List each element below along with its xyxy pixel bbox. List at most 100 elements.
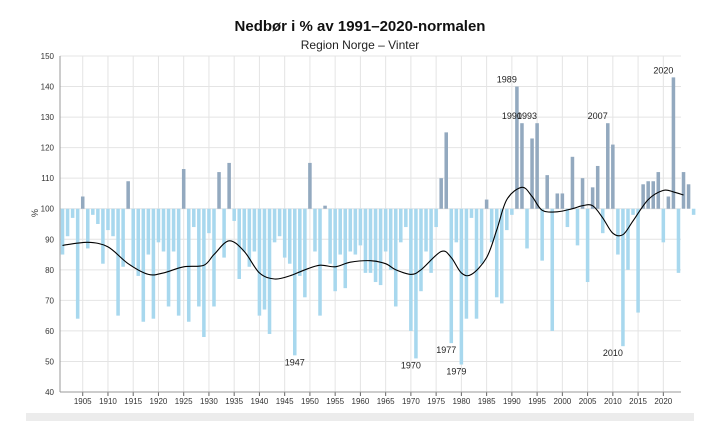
bar xyxy=(489,208,494,243)
x-tick-label: 1925 xyxy=(175,397,193,406)
bar xyxy=(419,208,423,292)
annotation-label: 1993 xyxy=(517,111,537,121)
bar xyxy=(207,208,211,234)
bar xyxy=(414,208,418,359)
x-tick-label: 1975 xyxy=(427,397,445,406)
trend-line xyxy=(62,186,684,280)
x-tick-label: 1970 xyxy=(402,397,420,406)
bar xyxy=(555,193,560,209)
bar xyxy=(545,175,549,209)
bar xyxy=(222,208,226,258)
bar xyxy=(500,208,504,304)
bar xyxy=(70,208,75,218)
bar xyxy=(424,208,428,252)
bar xyxy=(383,208,388,252)
bar xyxy=(399,208,403,243)
bar xyxy=(293,208,297,356)
bar xyxy=(308,162,312,209)
bar xyxy=(217,172,221,209)
bar xyxy=(212,208,216,307)
bar xyxy=(590,187,595,209)
x-tick-label: 2020 xyxy=(654,397,672,406)
bar xyxy=(616,208,620,255)
bar xyxy=(474,208,479,319)
bar xyxy=(287,208,292,264)
bar xyxy=(691,208,696,215)
bar xyxy=(338,208,342,255)
bar xyxy=(530,138,534,209)
bar xyxy=(686,184,691,209)
bar xyxy=(393,208,398,307)
annotation-label: 1989 xyxy=(497,75,517,85)
annotation-label: 1970 xyxy=(401,360,421,370)
x-tick-label: 2015 xyxy=(629,397,647,406)
bar xyxy=(267,208,272,334)
x-tick-label: 1915 xyxy=(124,397,142,406)
y-tick-label: 40 xyxy=(45,388,54,397)
bar xyxy=(479,208,484,264)
bar xyxy=(510,208,514,215)
x-tick-label: 1940 xyxy=(251,397,269,406)
bar xyxy=(91,208,95,215)
bar xyxy=(626,208,630,270)
bar xyxy=(353,208,358,255)
bar xyxy=(328,208,332,264)
bar xyxy=(333,208,337,292)
bar xyxy=(151,208,156,319)
y-tick-label: 130 xyxy=(41,113,55,122)
bar xyxy=(181,169,186,209)
bar xyxy=(525,208,529,249)
bar xyxy=(237,208,241,279)
bar xyxy=(656,172,661,209)
bar xyxy=(232,208,236,221)
bar xyxy=(121,208,125,267)
bar xyxy=(282,208,287,258)
x-tick-label: 1995 xyxy=(528,397,546,406)
bar xyxy=(373,208,378,283)
bar xyxy=(202,208,206,338)
bar xyxy=(262,208,267,310)
y-tick-label: 100 xyxy=(41,205,55,214)
bar xyxy=(303,208,307,298)
bar xyxy=(136,208,141,276)
chart-subtitle: Region Norge – Vinter xyxy=(300,38,420,52)
bar xyxy=(111,208,115,237)
annotation-label: 1990 xyxy=(502,111,522,121)
bar xyxy=(171,208,176,252)
annotation-label: 1979 xyxy=(446,367,466,377)
bars xyxy=(60,77,696,365)
bar xyxy=(318,208,322,316)
axes: 40 50 60 70 80 90 100 110 120 130 140 150 1905 1910 19… xyxy=(41,52,681,406)
bar xyxy=(358,208,363,246)
bar xyxy=(75,208,80,319)
x-tick-label: 2005 xyxy=(579,397,597,406)
bar xyxy=(666,196,671,209)
annotation-label: 2007 xyxy=(588,111,608,121)
x-tick-label: 1920 xyxy=(150,397,168,406)
x-tick-label: 1955 xyxy=(326,397,344,406)
bar xyxy=(681,172,686,209)
x-tick-label: 2010 xyxy=(604,397,622,406)
annotation-label: 2020 xyxy=(653,65,673,75)
bar xyxy=(257,208,262,316)
bar xyxy=(404,208,408,228)
bar xyxy=(535,123,539,209)
y-tick-label: 50 xyxy=(45,357,54,366)
bar xyxy=(298,208,302,276)
bar xyxy=(131,208,135,267)
x-tick-label: 1980 xyxy=(452,397,470,406)
bar xyxy=(494,208,499,298)
horizontal-scrollbar[interactable] xyxy=(26,413,694,421)
y-tick-label: 80 xyxy=(45,266,54,275)
bar xyxy=(101,208,105,264)
bar xyxy=(560,193,565,209)
bar xyxy=(242,208,247,252)
bar xyxy=(661,208,666,243)
x-tick-label: 1985 xyxy=(478,397,496,406)
bar xyxy=(323,205,327,209)
bar xyxy=(252,208,257,252)
bar xyxy=(646,181,650,209)
bar xyxy=(636,208,640,313)
bar xyxy=(116,208,120,316)
bar xyxy=(575,208,580,246)
